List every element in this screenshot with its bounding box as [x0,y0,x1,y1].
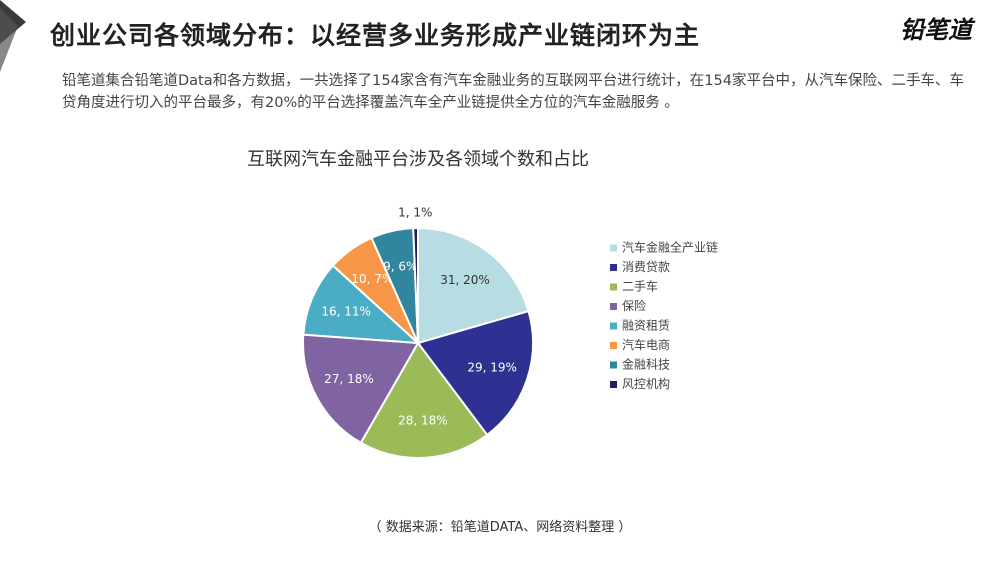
pie-slice [359,341,489,459]
pie-slice [412,226,419,344]
pie-slice [302,264,421,345]
description: 铅笔道集合铅笔道Data和各方数据，一共选择了154家含有汽车金融业务的互联网平… [62,73,964,111]
data-label: 28, 18% [398,414,448,428]
data-label: 27, 18% [324,372,374,386]
legend-swatch [610,342,617,349]
legend-swatch [610,361,617,369]
legend-swatch [610,264,617,271]
decor-triangle [0,8,18,72]
source-note: （ 数据来源：铅笔道DATA、网络资料整理 ） [368,520,632,535]
data-label: 16, 11% [321,305,371,319]
legend-label: 保险 [622,298,646,313]
legend-label: 风控机构 [622,376,670,391]
legend-label: 汽车金融全产业链 [622,240,718,255]
legend-label: 金融科技 [622,357,670,372]
legend-swatch [610,244,617,252]
legend-swatch [610,283,617,291]
legend-label: 消费贷款 [622,260,670,274]
legend-label: 二手车 [622,279,658,294]
pie-slice [302,333,420,445]
pie-slice [416,309,534,437]
legend-label: 融资租赁 [622,319,670,333]
chart-title: 互联网汽车金融平台涉及各领域个数和占比 [247,149,589,170]
logo: 铅笔道 [900,16,972,44]
pie-slice [417,226,530,345]
data-label: 1, 1% [398,206,432,220]
data-label: 10, 7% [351,272,393,286]
legend-swatch [610,381,617,388]
data-label: 31, 20% [440,273,490,287]
legend-label: 汽车电商 [622,337,670,352]
legend-swatch [610,322,617,330]
data-label: 9, 6% [383,259,417,273]
slide-title: 创业公司各领域分布：以经营多业务形成产业链闭环为主 [50,21,701,50]
data-label: 29, 19% [467,360,517,374]
legend-swatch [610,303,617,310]
